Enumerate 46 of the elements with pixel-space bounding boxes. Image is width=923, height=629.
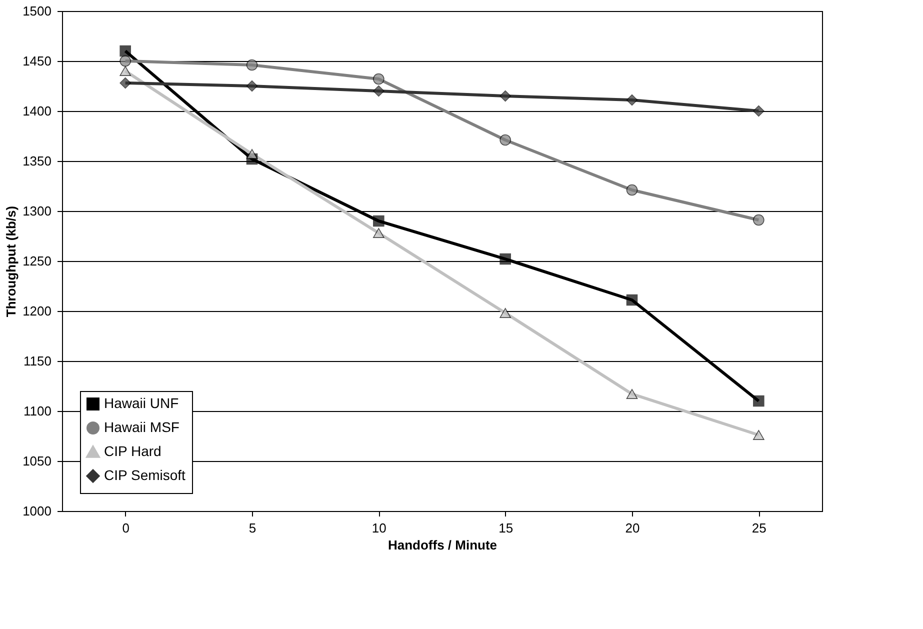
y-axis-title: Throughput (kb/s) — [4, 206, 19, 318]
point — [246, 149, 258, 159]
point — [373, 228, 384, 238]
legend-label: Hawaii MSF — [104, 419, 180, 435]
point — [500, 90, 511, 102]
legend-label: CIP Hard — [104, 443, 162, 459]
point — [373, 73, 384, 85]
point — [753, 430, 764, 440]
point — [500, 134, 511, 146]
point — [120, 45, 131, 57]
x-tick-label: 10 — [372, 520, 386, 536]
y-tick-label: 1000 — [22, 504, 52, 518]
x-tick-label: 5 — [248, 520, 256, 536]
x-tick-label: 0 — [122, 520, 130, 536]
point — [373, 85, 384, 97]
point — [753, 214, 764, 226]
y-tick-label: 1200 — [22, 304, 52, 318]
y-tick-label: 1300 — [22, 204, 52, 218]
point — [120, 77, 131, 89]
x-axis-title: Handoffs / Minute — [388, 538, 498, 552]
point — [500, 308, 511, 318]
point — [500, 253, 511, 265]
legend-label: Hawaii UNF — [104, 395, 179, 411]
point — [626, 389, 638, 399]
point — [120, 55, 131, 67]
y-tick-label: 1100 — [24, 404, 52, 418]
y-tick-label: 1250 — [22, 254, 52, 268]
y-tick-label: 1350 — [22, 154, 52, 168]
y-tick-label: 1400 — [22, 104, 52, 118]
x-tick-label: 20 — [625, 520, 640, 536]
x-tick-label: 25 — [752, 520, 766, 536]
point — [626, 294, 638, 306]
point — [373, 215, 384, 227]
point — [626, 184, 638, 196]
y-tick-label: 1450 — [22, 54, 52, 68]
legend-label: CIP Semisoft — [104, 467, 186, 483]
point — [753, 105, 764, 117]
point — [120, 66, 131, 76]
x-tick-label: 15 — [498, 520, 514, 536]
point — [246, 80, 258, 92]
point — [626, 94, 638, 106]
y-tick-label: 1050 — [22, 454, 52, 468]
y-tick-label: 1500 — [22, 4, 52, 18]
point — [246, 59, 258, 71]
point — [753, 395, 764, 407]
y-tick-label: 1150 — [24, 354, 52, 368]
